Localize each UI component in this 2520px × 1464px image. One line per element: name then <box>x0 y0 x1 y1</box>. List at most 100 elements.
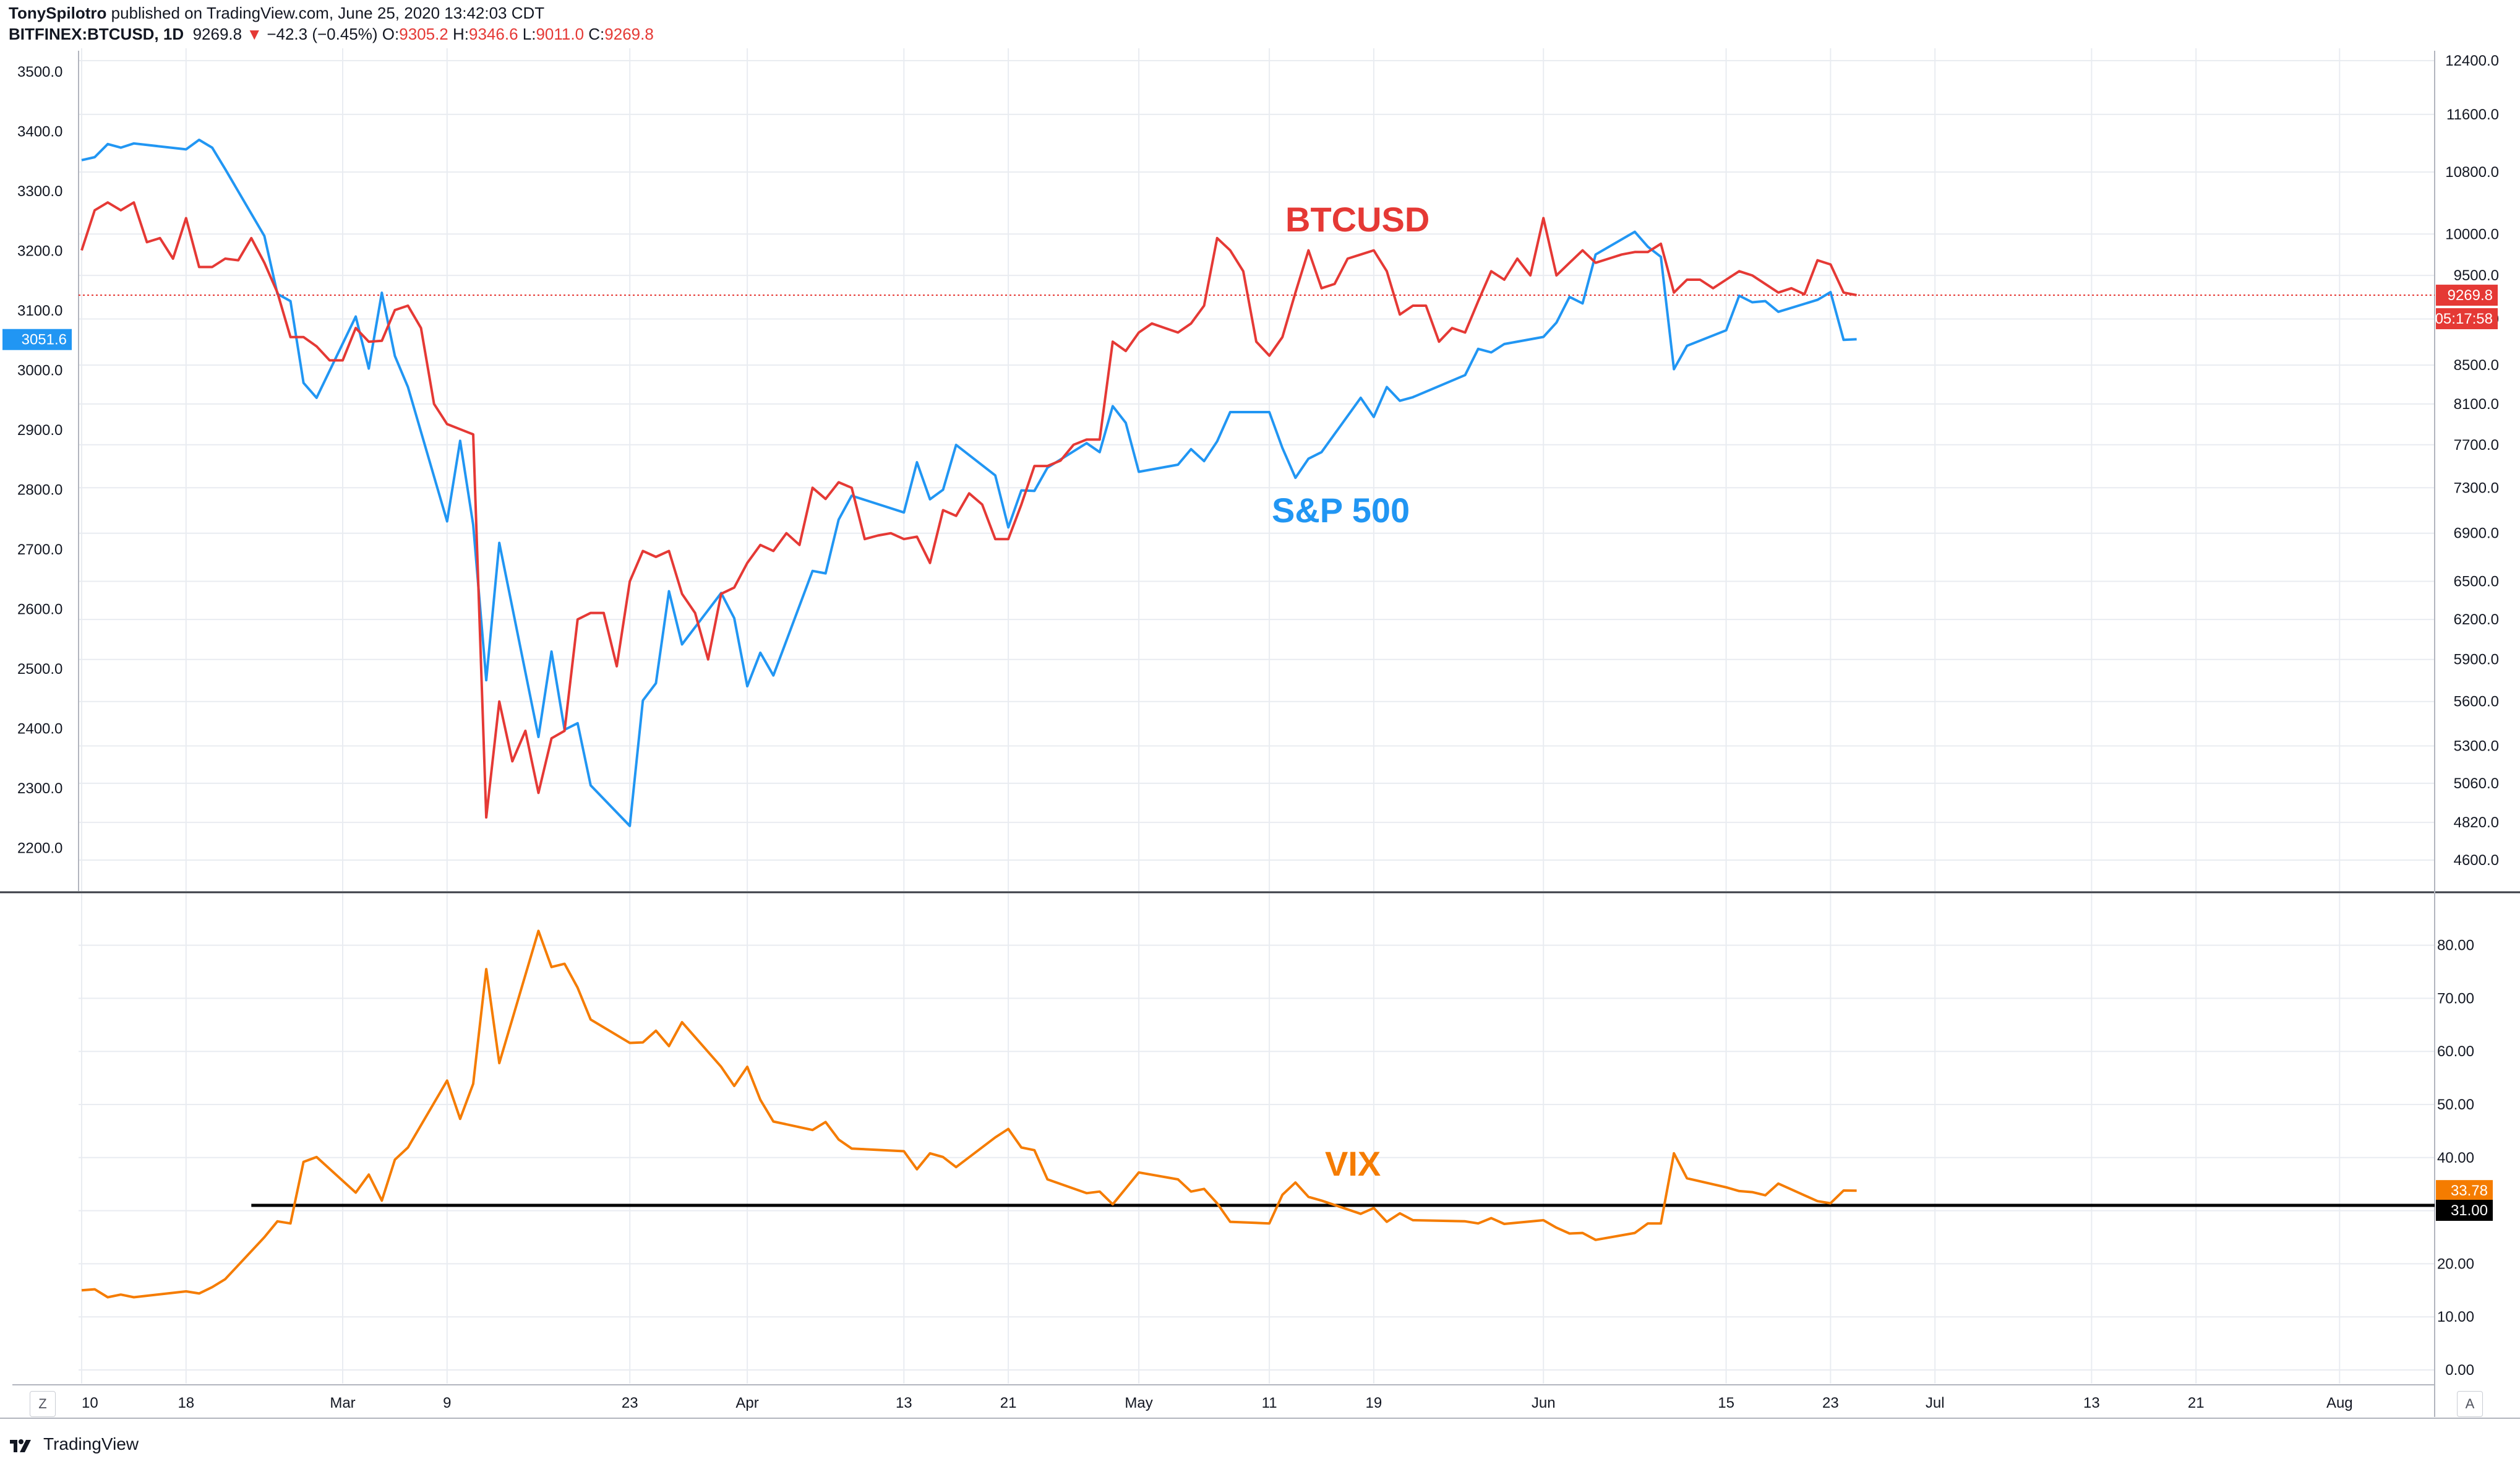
right-axis-tick: 5300.0 <box>2454 738 2499 754</box>
time-axis-tick: 21 <box>1000 1395 1017 1411</box>
left-axis-tick: 2200.0 <box>17 840 62 857</box>
right-axis-tick: 4600.0 <box>2454 852 2499 869</box>
close-value: 9269.8 <box>604 25 654 43</box>
low-label: L: <box>522 25 536 43</box>
btc-price-badge: 9269.8 <box>2448 287 2493 304</box>
left-axis-tick: 3100.0 <box>17 303 62 319</box>
time-axis-tick: May <box>1125 1395 1152 1411</box>
left-axis-tick: 2600.0 <box>17 601 62 618</box>
btcusd-annotation: BTCUSD <box>1285 200 1429 239</box>
time-axis-tick: 15 <box>1718 1395 1734 1411</box>
time-axis-tick: 21 <box>2188 1395 2205 1411</box>
left-axis-tick: 3200.0 <box>17 243 62 260</box>
high-value: 9346.6 <box>469 25 518 43</box>
annotations: BTCUSD S&P 500 VIX <box>1272 200 1429 1183</box>
vix-axis-tick: 20.00 <box>2437 1255 2474 1272</box>
right-axis-tick: 11600.0 <box>2446 106 2499 123</box>
publish-info: TonySpilotro published on TradingView.co… <box>9 4 544 23</box>
time-axis-tick: Apr <box>735 1395 758 1411</box>
right-axis-tick: 5060.0 <box>2454 775 2499 792</box>
down-arrow-icon: ▼ <box>246 25 263 43</box>
auto-scale-button[interactable]: A <box>2457 1391 2483 1417</box>
low-value: 9011.0 <box>536 25 585 43</box>
last-price: 9269.8 <box>192 25 242 43</box>
left-axis-tick: 2300.0 <box>17 780 62 797</box>
open-value: 9305.2 <box>399 25 448 43</box>
zoom-reset-button[interactable]: Z <box>30 1391 56 1417</box>
vix-axis-tick: 70.00 <box>2437 990 2474 1007</box>
sp500-price-badge: 3051.6 <box>22 332 67 348</box>
right-axis-tick: 10000.0 <box>2445 226 2499 243</box>
price-badges: 9269.8 05:17:58 3051.6 33.78 31.00 <box>2 285 2498 1221</box>
grid <box>79 48 2435 1384</box>
right-axis-tick: 8500.0 <box>2454 357 2499 374</box>
left-axis-tick: 2500.0 <box>17 661 62 678</box>
tradingview-logo-icon <box>10 1439 31 1452</box>
right-axis-tick: 9500.0 <box>2454 267 2499 284</box>
chart-frame <box>0 51 2520 1419</box>
vix-axis-tick: 80.00 <box>2437 937 2474 954</box>
right-axis-tick: 4820.0 <box>2454 814 2499 831</box>
left-axis-tick: 3000.0 <box>17 363 62 379</box>
ohlc-legend: BITFINEX:BTCUSD, 1D 9269.8 ▼ −42.3 (−0.4… <box>9 25 654 44</box>
publisher-name[interactable]: TonySpilotro <box>9 4 107 22</box>
left-axis-tick: 2800.0 <box>17 482 62 499</box>
time-axis-tick: 23 <box>622 1395 638 1411</box>
vix-price-badge: 33.78 <box>2451 1182 2488 1199</box>
right-axis-tick: 7700.0 <box>2454 437 2499 454</box>
time-axis-tick: 13 <box>2083 1395 2100 1411</box>
open-label: O: <box>382 25 400 43</box>
right-axis-tick: 10800.0 <box>2445 164 2499 181</box>
btc-price-badge-bg <box>2436 285 2498 306</box>
time-axis-tick: 11 <box>1262 1395 1277 1411</box>
right-axis-tick: 6900.0 <box>2454 525 2499 542</box>
time-axis-tick: 18 <box>178 1395 194 1411</box>
close-label: C: <box>588 25 605 43</box>
tradingview-brand: TradingView <box>43 1434 139 1453</box>
time-axis-tick: 23 <box>1822 1395 1839 1411</box>
btc-countdown-badge: 05:17:58 <box>2435 311 2493 327</box>
right-axis-tick: 6500.0 <box>2454 574 2499 590</box>
vix-line-badge: 31.00 <box>2451 1202 2488 1219</box>
sp500-price-badge-bg <box>2 329 72 350</box>
right-axis-tick: 5900.0 <box>2454 652 2499 668</box>
symbol-label[interactable]: BITFINEX:BTCUSD, 1D <box>9 25 184 43</box>
price-change: −42.3 (−0.45%) <box>267 25 378 43</box>
axes: 3500.0 3400.0 3300.0 3200.0 3100.0 3000.0 2900… <box>17 53 2499 1411</box>
right-axis-tick: 6200.0 <box>2454 611 2499 628</box>
vix-axis-tick: 40.00 <box>2437 1150 2474 1166</box>
time-axis-tick: Aug <box>2326 1395 2353 1411</box>
time-axis-tick: 10 <box>82 1395 98 1411</box>
time-axis-tick: Jun <box>1532 1395 1556 1411</box>
vix-axis-tick: 0.00 <box>2445 1362 2474 1379</box>
time-axis-tick: 19 <box>1366 1395 1382 1411</box>
vix-price-badge-bg <box>2436 1180 2493 1202</box>
high-label: H: <box>453 25 469 43</box>
vix-line-badge-bg <box>2436 1200 2493 1221</box>
right-axis-tick: 7300.0 <box>2454 480 2499 496</box>
vix-annotation: VIX <box>1325 1144 1381 1183</box>
btc-countdown-badge-bg <box>2436 308 2498 330</box>
time-axis-tick: Mar <box>330 1395 355 1411</box>
left-axis-tick: 2400.0 <box>17 721 62 738</box>
vix-line <box>81 929 1857 1299</box>
btcusd-line <box>80 201 1857 819</box>
right-axis-tick: 5600.0 <box>2454 694 2499 710</box>
left-axis-tick: 2700.0 <box>17 541 62 558</box>
tradingview-branding[interactable]: TradingView <box>9 1434 139 1454</box>
sp500-line <box>81 139 1857 827</box>
time-axis-tick: 13 <box>896 1395 912 1411</box>
left-axis-tick: 2900.0 <box>17 422 62 439</box>
vix-axis-tick: 60.00 <box>2437 1043 2474 1060</box>
time-axis-tick: 9 <box>443 1395 451 1411</box>
left-axis-tick: 3300.0 <box>17 183 62 200</box>
right-axis-tick: 8100.0 <box>2454 396 2499 413</box>
sp500-annotation: S&P 500 <box>1272 491 1410 530</box>
series-lines <box>79 139 2435 1299</box>
left-axis-tick: 3500.0 <box>17 64 62 80</box>
vix-axis-tick: 10.00 <box>2437 1309 2474 1325</box>
time-axis-tick: Jul <box>1926 1395 1945 1411</box>
published-text: published on TradingView.com, June 25, 2… <box>111 4 545 22</box>
left-axis-tick: 3400.0 <box>17 124 62 140</box>
